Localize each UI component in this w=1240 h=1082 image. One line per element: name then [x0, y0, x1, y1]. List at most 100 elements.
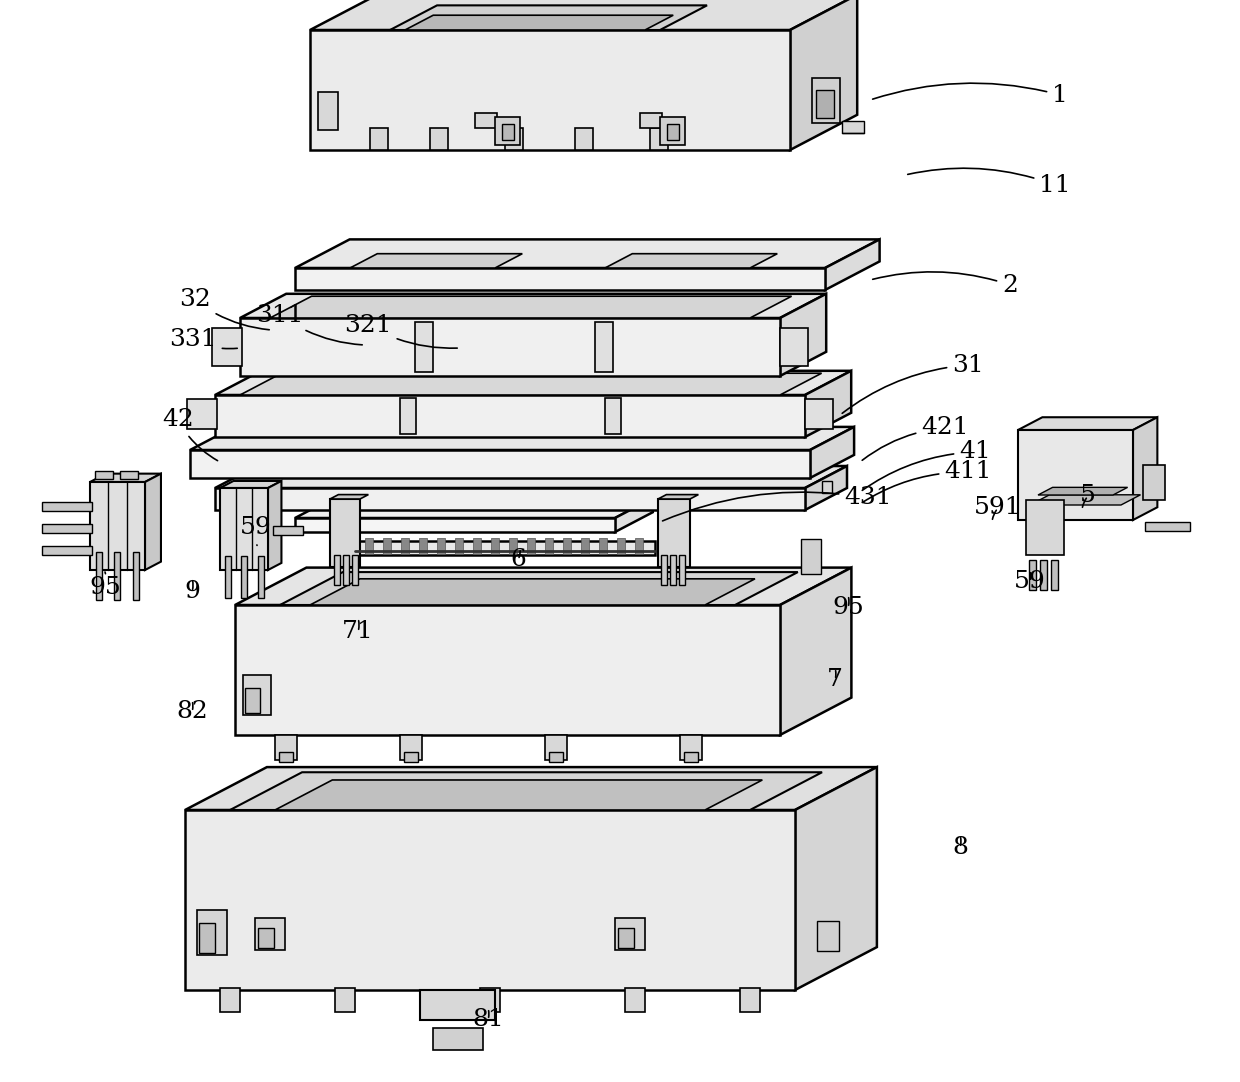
Polygon shape — [1146, 523, 1190, 531]
Polygon shape — [279, 752, 293, 762]
Polygon shape — [42, 502, 92, 511]
Polygon shape — [472, 538, 481, 554]
Polygon shape — [430, 128, 448, 150]
Polygon shape — [1030, 494, 1141, 505]
Polygon shape — [401, 735, 422, 760]
Polygon shape — [780, 294, 826, 377]
Polygon shape — [822, 481, 832, 493]
Polygon shape — [1038, 487, 1127, 494]
Polygon shape — [605, 398, 621, 434]
Polygon shape — [1018, 430, 1133, 520]
Polygon shape — [275, 735, 298, 760]
Polygon shape — [295, 239, 879, 268]
Polygon shape — [635, 538, 644, 554]
Polygon shape — [215, 466, 847, 488]
Polygon shape — [780, 328, 808, 366]
Text: 331: 331 — [169, 329, 237, 352]
Polygon shape — [811, 78, 839, 122]
Polygon shape — [436, 538, 445, 554]
Polygon shape — [420, 990, 495, 1020]
Polygon shape — [527, 538, 534, 554]
Polygon shape — [805, 399, 833, 428]
Text: 311: 311 — [257, 303, 362, 345]
Polygon shape — [740, 988, 760, 1012]
Polygon shape — [825, 239, 879, 290]
Polygon shape — [618, 928, 634, 948]
Polygon shape — [370, 128, 388, 150]
Text: 32: 32 — [179, 289, 269, 330]
Polygon shape — [330, 494, 368, 499]
Polygon shape — [42, 524, 92, 533]
Polygon shape — [640, 113, 662, 128]
Text: 2: 2 — [873, 272, 1018, 296]
Polygon shape — [42, 546, 92, 555]
Polygon shape — [310, 579, 755, 605]
Polygon shape — [236, 605, 780, 735]
Text: 431: 431 — [662, 487, 892, 520]
Polygon shape — [187, 399, 217, 428]
Polygon shape — [546, 735, 567, 760]
Polygon shape — [391, 5, 707, 30]
Polygon shape — [185, 810, 795, 990]
Polygon shape — [365, 538, 373, 554]
Polygon shape — [1143, 465, 1164, 500]
Polygon shape — [219, 488, 268, 570]
Polygon shape — [502, 124, 515, 140]
Polygon shape — [114, 552, 120, 601]
Polygon shape — [241, 294, 826, 318]
Polygon shape — [419, 538, 427, 554]
Text: 5: 5 — [1080, 485, 1096, 507]
Text: 41: 41 — [862, 440, 991, 490]
Polygon shape — [667, 124, 680, 140]
Polygon shape — [480, 988, 500, 1012]
Polygon shape — [270, 296, 791, 318]
Polygon shape — [383, 538, 391, 554]
Polygon shape — [215, 371, 851, 395]
Text: 31: 31 — [842, 354, 983, 413]
Polygon shape — [91, 474, 161, 481]
Polygon shape — [816, 90, 833, 118]
Polygon shape — [680, 735, 702, 760]
Polygon shape — [563, 538, 570, 554]
Polygon shape — [95, 552, 102, 601]
Polygon shape — [625, 988, 645, 1012]
Polygon shape — [801, 539, 821, 573]
Text: 9: 9 — [184, 581, 200, 604]
Polygon shape — [229, 773, 822, 810]
Polygon shape — [197, 910, 227, 955]
Polygon shape — [1052, 560, 1058, 590]
Polygon shape — [215, 488, 805, 510]
Polygon shape — [255, 918, 285, 950]
Polygon shape — [219, 988, 241, 1012]
Text: 6: 6 — [510, 549, 526, 571]
Polygon shape — [455, 538, 463, 554]
Polygon shape — [405, 15, 673, 30]
Text: 7: 7 — [827, 669, 843, 691]
Polygon shape — [491, 538, 498, 554]
Text: 59: 59 — [1014, 570, 1045, 594]
Text: 81: 81 — [472, 1008, 503, 1031]
Polygon shape — [198, 923, 215, 953]
Polygon shape — [352, 555, 358, 585]
Polygon shape — [842, 121, 863, 133]
Polygon shape — [241, 318, 780, 377]
Text: 82: 82 — [176, 700, 208, 724]
Polygon shape — [190, 427, 854, 450]
Polygon shape — [145, 474, 161, 570]
Text: 71: 71 — [342, 620, 373, 644]
Polygon shape — [575, 128, 593, 150]
Text: 59: 59 — [241, 516, 272, 545]
Polygon shape — [661, 555, 667, 585]
Polygon shape — [582, 538, 589, 554]
Polygon shape — [275, 780, 763, 810]
Polygon shape — [1018, 418, 1157, 430]
Polygon shape — [185, 767, 877, 810]
Polygon shape — [433, 1028, 484, 1050]
Text: 321: 321 — [345, 314, 458, 348]
Text: 42: 42 — [162, 409, 217, 461]
Polygon shape — [401, 538, 409, 554]
Polygon shape — [1133, 418, 1157, 520]
Polygon shape — [817, 921, 839, 951]
Text: 11: 11 — [908, 168, 1071, 197]
Polygon shape — [650, 128, 668, 150]
